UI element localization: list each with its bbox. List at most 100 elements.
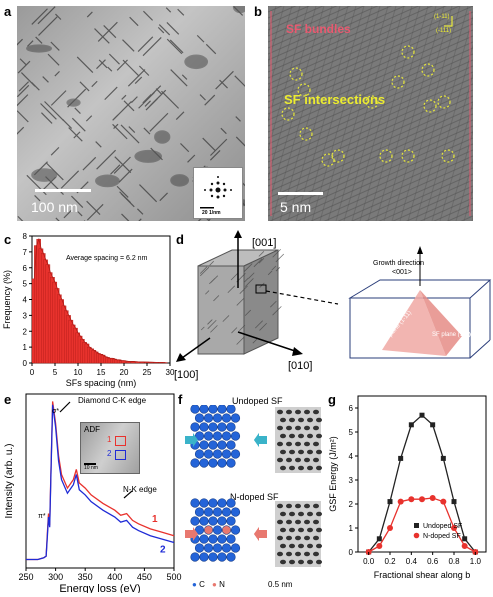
carbon-atom	[190, 516, 200, 526]
hrtem-dot	[295, 457, 301, 463]
adf-marker-1: 1	[107, 435, 112, 444]
y-tick-label-c: 4	[23, 296, 28, 305]
hrtem-dot	[298, 449, 304, 455]
y-tick-label-c: 7	[23, 248, 28, 257]
carbon-atom	[208, 516, 218, 526]
hrtem-dot	[304, 535, 310, 541]
gsf-line	[368, 414, 476, 553]
gsf-point-ndoped	[461, 543, 468, 549]
hrtem-dot	[280, 543, 286, 549]
hrtem-dot	[307, 449, 313, 455]
n-edge-arrow	[123, 490, 133, 499]
carbon-atom	[217, 405, 227, 414]
panel-label-g: g	[328, 392, 336, 407]
hrtem-dot	[286, 409, 292, 415]
hrtem-dot	[313, 441, 319, 447]
carbon-atom	[194, 449, 205, 459]
hrtem-dot	[316, 511, 322, 517]
hrtem-dot	[286, 519, 292, 525]
carbon-atom	[226, 498, 236, 508]
carbon-atom	[221, 413, 232, 423]
inset-scalebar-text: 20 1/nm	[202, 210, 221, 216]
x-tick-label-e: 250	[18, 572, 33, 582]
scalebar-b	[278, 192, 323, 195]
carbon-atom	[208, 458, 218, 468]
hrtem-dot	[313, 457, 319, 463]
x-tick-label-e: 350	[78, 572, 93, 582]
hrtem-dot	[280, 433, 286, 439]
carbon-atom	[194, 525, 205, 535]
carbon-atom	[221, 543, 232, 553]
nitrogen-atom	[203, 525, 214, 535]
adf-marker-red-box	[115, 436, 126, 446]
gsf-point-ndoped	[376, 543, 383, 549]
plot-frame-g	[357, 395, 487, 553]
gsf-point-ndoped	[408, 496, 415, 503]
y-tick-label-g: 0	[349, 548, 354, 557]
plot-frame-e	[25, 393, 175, 569]
carbon-atom	[208, 440, 218, 450]
adf-label: ADF	[84, 425, 100, 434]
x-tick-label-e: 300	[48, 572, 63, 582]
hrtem-dot	[295, 535, 301, 541]
carbon-atom	[217, 552, 227, 562]
hrtem-dot	[313, 535, 319, 541]
hrtem-dot	[280, 511, 286, 517]
hrtem-dot	[286, 425, 292, 431]
hrtem-dot	[304, 551, 310, 557]
gsf-point-undoped	[398, 455, 404, 461]
carbon-atom	[199, 422, 209, 432]
x-tick-label-c: 15	[97, 368, 106, 377]
c-edge-arrow	[59, 401, 71, 413]
carbon-atom	[217, 440, 227, 450]
carbon-atom	[230, 413, 241, 423]
carbon-atom	[203, 507, 214, 517]
hrtem-dot	[307, 527, 313, 533]
x-tick-label-e: 450	[137, 572, 152, 582]
series-label-2: 2	[160, 545, 166, 556]
axis-010-label: [010]	[288, 360, 312, 372]
x-tick-label-e: 500	[166, 572, 181, 582]
carbon-atom	[212, 449, 223, 459]
slip-arrow-icon	[185, 433, 198, 447]
adf-scalebar	[84, 463, 96, 465]
legend-n: ● N	[212, 580, 225, 589]
hrtem-dot	[280, 527, 286, 533]
simulated-hrtem	[275, 501, 321, 567]
x-tick-label-c: 20	[120, 368, 129, 377]
carbon-atom	[212, 413, 223, 423]
hrtem-dot	[313, 425, 319, 431]
hrtem-dot	[298, 543, 304, 549]
hrtem-dot	[298, 511, 304, 517]
adf-marker-2: 2	[107, 449, 112, 458]
slip-arrow-icon	[185, 527, 198, 541]
carbon-atom	[194, 543, 205, 553]
hrtem-dot	[277, 535, 283, 541]
legend-ndoped: N-doped SF	[423, 533, 461, 540]
hrtem-dot	[286, 551, 292, 557]
hrtem-dot	[289, 511, 295, 517]
x-tick-label-g: 0.2	[384, 557, 396, 566]
hrtem-dot	[280, 417, 286, 423]
unit-box	[348, 279, 492, 359]
hrtem-dot	[289, 433, 295, 439]
hrtem-dot	[298, 417, 304, 423]
hrtem-dot	[277, 425, 283, 431]
hrtem-dot	[298, 559, 304, 565]
scalebar-a-text: 100 nm	[31, 199, 78, 215]
carbon-atom	[190, 498, 200, 508]
carbon-atom	[190, 405, 200, 414]
carbon-atom	[208, 552, 218, 562]
y-tick-label-g: 5	[349, 428, 354, 437]
hrtem-dot	[298, 465, 304, 471]
x-tick-label-g: 1.0	[470, 557, 482, 566]
hrtem-dot	[289, 465, 295, 471]
gsf-point-ndoped	[387, 525, 393, 531]
hrtem-dot	[277, 457, 283, 463]
carbon-atom	[199, 516, 209, 526]
y-axis-label-g: GSF Energy (J/m²)	[328, 436, 338, 512]
average-spacing-annotation: Average spacing = 6.2 nm	[66, 255, 148, 262]
x-tick-label-g: 0.8	[448, 557, 460, 566]
hrtem-dot	[307, 433, 313, 439]
hrtem-dot	[304, 519, 310, 525]
